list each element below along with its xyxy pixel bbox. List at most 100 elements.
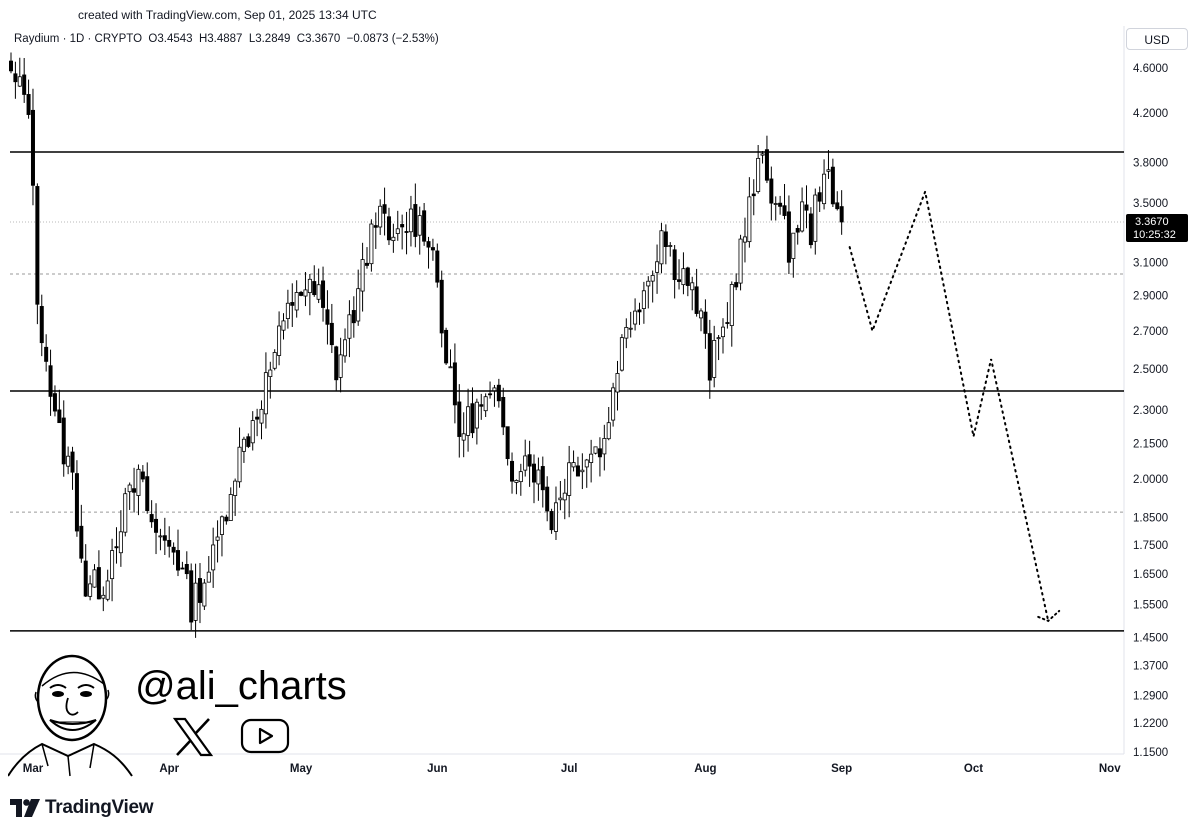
candle-body bbox=[105, 580, 110, 600]
candle-body bbox=[633, 310, 638, 325]
candle-body bbox=[773, 203, 778, 205]
candle-body bbox=[523, 455, 528, 471]
candle-body bbox=[470, 403, 475, 434]
candle-body bbox=[769, 178, 774, 204]
candle-body bbox=[813, 194, 818, 242]
candle-body bbox=[457, 401, 462, 437]
candle-body bbox=[347, 314, 352, 339]
symbol-title[interactable]: Raydium · 1D · CRYPTO bbox=[14, 33, 143, 45]
candle-body bbox=[17, 76, 22, 87]
candle-body bbox=[782, 205, 787, 216]
candle-body bbox=[307, 278, 312, 294]
candle-body bbox=[395, 228, 400, 234]
candle-body bbox=[250, 420, 255, 444]
candle-body bbox=[747, 196, 752, 243]
last-price-badge: 3.3670 10:25:32 bbox=[1126, 213, 1188, 242]
candle-body bbox=[791, 232, 796, 259]
candle-body bbox=[699, 310, 704, 319]
candle-body bbox=[619, 337, 624, 371]
candle-body bbox=[729, 284, 734, 326]
candle-body bbox=[514, 480, 519, 483]
candle-body bbox=[426, 241, 431, 248]
candle-body bbox=[110, 550, 115, 580]
candle-body bbox=[681, 268, 686, 286]
price-tick-label: 1.1500 bbox=[1133, 747, 1168, 759]
candle-body bbox=[48, 365, 53, 397]
candle-body bbox=[123, 493, 128, 533]
candle-body bbox=[132, 488, 137, 493]
candle-body bbox=[571, 462, 576, 468]
candle-body bbox=[259, 408, 264, 424]
candle-body bbox=[391, 236, 396, 242]
legend-open: O3.4543 bbox=[148, 33, 193, 45]
candle-body bbox=[694, 286, 699, 314]
candle-body bbox=[734, 282, 739, 288]
symbol-legend: Raydium · 1D · CRYPTO O3.4543 H3.4887 L3… bbox=[14, 33, 439, 45]
candle-body bbox=[830, 166, 835, 205]
legend-low: L3.2849 bbox=[248, 33, 291, 45]
candle-body bbox=[545, 486, 550, 512]
candle-body bbox=[435, 250, 440, 283]
legend-change: −0.0873 (−2.53%) bbox=[346, 33, 439, 45]
candle-body bbox=[703, 311, 708, 334]
candle-body bbox=[360, 259, 365, 292]
price-tick-label: 1.6500 bbox=[1133, 569, 1168, 581]
candle-body bbox=[417, 215, 422, 236]
price-tick-label: 2.7000 bbox=[1133, 326, 1168, 338]
candle-body bbox=[145, 476, 150, 511]
x-logo-icon bbox=[172, 717, 214, 757]
tradingview-brand[interactable]: TradingView bbox=[10, 797, 154, 819]
candle-body bbox=[79, 525, 84, 559]
price-tick-label: 1.8500 bbox=[1133, 512, 1168, 524]
candle-body bbox=[527, 454, 532, 467]
candle-body bbox=[224, 516, 229, 522]
time-tick-label: Jun bbox=[427, 763, 447, 775]
candle-body bbox=[483, 396, 488, 412]
candle-body bbox=[176, 550, 181, 571]
candle-body bbox=[808, 213, 813, 246]
time-tick-label: Oct bbox=[964, 763, 983, 775]
candle-body bbox=[382, 204, 387, 214]
candle-body bbox=[628, 327, 633, 330]
candle-body bbox=[325, 309, 330, 325]
candle-body bbox=[343, 339, 348, 357]
candle-body bbox=[584, 459, 589, 468]
price-tick-label: 1.4500 bbox=[1133, 633, 1168, 645]
candle-body bbox=[553, 502, 558, 532]
candle-body bbox=[624, 327, 629, 339]
candle-body bbox=[778, 202, 783, 207]
candle-body bbox=[237, 446, 242, 483]
candle-body bbox=[101, 594, 106, 599]
candle-body bbox=[263, 372, 268, 415]
candle-body bbox=[439, 279, 444, 334]
candle-body bbox=[479, 404, 484, 407]
candle-body bbox=[184, 563, 189, 575]
candle-body bbox=[22, 74, 27, 95]
candle-body bbox=[672, 249, 677, 281]
candle-body bbox=[61, 417, 66, 465]
candle-body bbox=[8, 60, 13, 72]
price-tick-label: 2.3000 bbox=[1133, 405, 1168, 417]
candle-body bbox=[496, 384, 501, 402]
candle-body bbox=[677, 279, 682, 282]
candle-body bbox=[303, 289, 308, 297]
legend-high: H3.4887 bbox=[198, 33, 243, 45]
tradingview-logo-icon bbox=[10, 799, 40, 817]
time-tick-label: Aug bbox=[694, 763, 716, 775]
time-scale-ticks: Mar Apr May Jun Jul Aug Sep Oct Nov bbox=[23, 763, 1121, 775]
candle-body bbox=[92, 569, 97, 588]
candle-body bbox=[35, 186, 40, 305]
price-tick-label: 4.6000 bbox=[1133, 63, 1168, 75]
candle-body bbox=[826, 169, 831, 172]
candle-body bbox=[70, 451, 75, 473]
candle-body bbox=[277, 325, 282, 356]
currency-button[interactable]: USD bbox=[1126, 28, 1188, 50]
candle-body bbox=[268, 369, 273, 377]
candle-body bbox=[707, 333, 712, 381]
price-tick-label: 1.7500 bbox=[1133, 540, 1168, 552]
candle-body bbox=[690, 282, 695, 291]
candle-body bbox=[127, 484, 132, 493]
candle-body bbox=[606, 422, 611, 440]
candle-body bbox=[540, 466, 545, 491]
